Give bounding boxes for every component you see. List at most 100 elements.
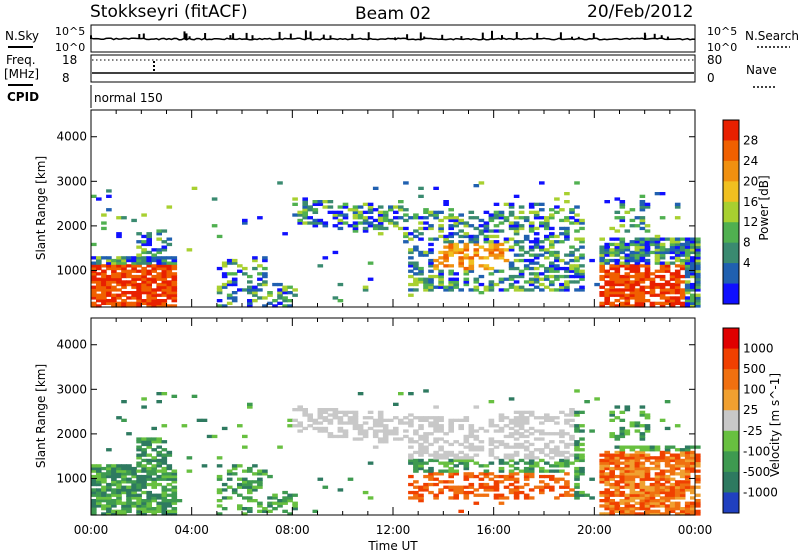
cell [503,216,510,220]
cell [272,496,278,500]
cell [493,485,500,489]
cell [146,499,152,503]
cell [564,200,570,204]
cell [639,256,646,260]
cell [619,274,626,279]
cell [408,418,414,422]
cell [423,416,429,420]
cell [408,424,414,428]
cell [634,424,641,428]
cell [599,461,605,465]
cell [141,299,147,303]
cell [644,456,651,460]
cell [488,472,495,476]
cell [564,450,570,455]
cell [332,216,339,220]
cell [599,304,605,308]
cell [438,448,444,452]
cell [433,493,439,497]
cell [654,192,661,196]
cell [96,280,102,284]
cell [106,507,112,511]
cell [574,453,580,457]
cell [639,507,646,511]
cell [544,237,550,241]
cell [111,509,117,513]
cell [146,232,152,236]
y-tick-label: 2000 [56,427,87,441]
cell [664,469,671,473]
cell [528,469,535,473]
cell [498,221,505,225]
cell [211,224,218,228]
cell [161,264,168,268]
cell [111,477,117,481]
cell [91,272,97,276]
cell [624,501,631,505]
cell [428,264,434,268]
cell [528,456,535,460]
cell [609,248,615,252]
cell [654,240,661,244]
cell [679,496,686,500]
cell [544,224,550,228]
cell [448,216,454,220]
cell [262,266,268,271]
cell [116,232,122,236]
y-tick-label: 1000 [56,263,87,277]
cpid-label: CPID [7,90,39,104]
cell [423,216,429,220]
cell [493,240,500,244]
cell [634,242,641,247]
cell [569,280,575,284]
cell [695,258,701,263]
cell [322,221,329,225]
cell [533,272,540,276]
cell [659,477,666,481]
cell [669,288,676,292]
cell [428,237,434,241]
cell [413,234,419,239]
cell [161,466,168,471]
cell [428,282,434,287]
cell [166,282,173,287]
cell [639,280,646,284]
cell [614,210,621,214]
cell [247,301,253,305]
cell [433,482,439,487]
cell [559,461,565,465]
cell [91,269,97,273]
cell [106,493,112,497]
cell [262,304,268,308]
cell [116,264,122,268]
cell [679,509,686,513]
cell [161,474,168,479]
cell [231,490,238,495]
cell [463,234,470,239]
cell [614,245,621,249]
cell [221,272,228,276]
cell [468,445,475,449]
cell [136,282,142,287]
cell [342,429,349,433]
cell [599,301,605,305]
cell [569,245,575,249]
cell [171,280,178,284]
cell [151,437,157,441]
cell [478,282,485,287]
cell [523,434,530,439]
cell [141,266,147,271]
cell [96,264,102,268]
cell [684,466,691,471]
cell [644,248,651,252]
cell [453,418,459,422]
cell [352,437,359,441]
cell [503,456,510,460]
cell [463,466,470,471]
cell [554,450,560,455]
cell [544,256,550,260]
cell [463,458,470,463]
cell [614,450,621,455]
cell [116,464,122,468]
cell [418,448,424,452]
